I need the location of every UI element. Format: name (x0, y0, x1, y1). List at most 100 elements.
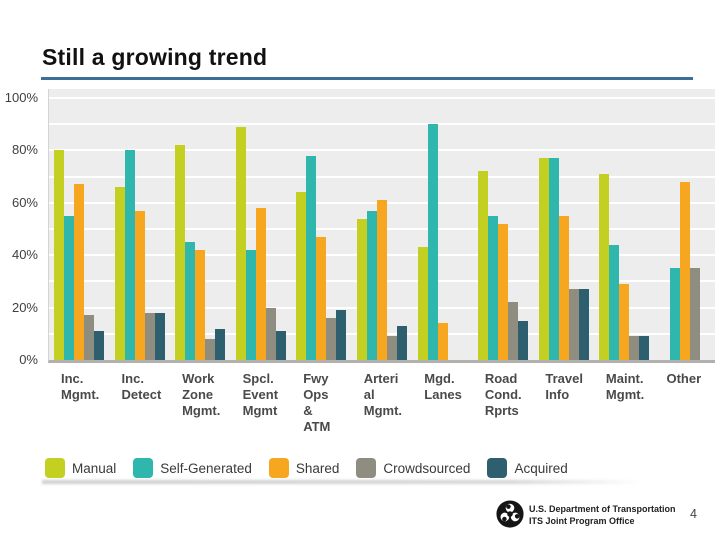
legend-label: Crowdsourced (383, 460, 471, 476)
bar (437, 323, 448, 360)
x-axis-category-label: Inc. Mgmt. (61, 371, 100, 402)
bar (689, 268, 700, 360)
bar (215, 329, 226, 360)
legend-item: Shared (268, 458, 340, 478)
bar (357, 219, 367, 360)
x-axis-category-label: Fwy Ops & ATM (303, 371, 331, 434)
bar (144, 313, 155, 360)
x-axis-category-label: Other (666, 371, 702, 386)
bar (377, 200, 387, 360)
y-axis-tick-label: 60% (11, 194, 38, 210)
x-axis-category-label: Spcl. Event Mgmt (242, 371, 279, 418)
legend-item: Manual (45, 458, 116, 478)
bar (639, 336, 650, 360)
bar (609, 245, 620, 360)
page-number: 4 (690, 507, 697, 521)
bar (558, 216, 569, 360)
bar (599, 174, 610, 360)
bar (134, 211, 145, 360)
legend-swatch (133, 458, 154, 478)
chart-legend: Manual Self-Generated Shared Crowdsourced Ac… (45, 458, 568, 478)
bar (548, 158, 559, 360)
bar-group (231, 89, 292, 360)
y-axis-tick-label: 80% (11, 142, 38, 158)
bar (397, 326, 407, 360)
bar-group (352, 89, 413, 360)
bar-group (291, 89, 352, 360)
bar (568, 289, 579, 360)
bar (417, 247, 428, 360)
bar (679, 182, 690, 360)
legend-label: Manual (72, 460, 117, 476)
bar (316, 237, 327, 360)
bar (124, 150, 135, 360)
bar (84, 315, 95, 360)
bar (306, 156, 317, 360)
footer-org-text: U.S. Department of Transportation ITS Jo… (529, 503, 676, 527)
bar-group (170, 89, 231, 360)
bar (275, 331, 286, 360)
bar (427, 124, 438, 360)
bar (518, 321, 529, 360)
bar (265, 308, 276, 360)
bar (94, 331, 105, 360)
y-axis-tick-label: 100% (4, 90, 38, 105)
bar (54, 150, 65, 360)
y-axis-tick-label: 0% (19, 352, 38, 367)
bar (578, 289, 589, 360)
bar-group (49, 89, 110, 360)
x-axis-category-label: Travel Info (545, 371, 583, 402)
bar (255, 208, 266, 360)
bar-group (594, 89, 655, 360)
bar (175, 145, 186, 360)
bar (498, 224, 509, 360)
gridline (49, 175, 715, 178)
gridline (49, 123, 715, 126)
legend-label: Shared (295, 460, 340, 476)
y-axis-tick-label: 40% (11, 247, 38, 263)
bar (619, 284, 630, 360)
title-underline-rule (41, 77, 693, 80)
bar-group (533, 89, 594, 360)
legend-swatch (487, 458, 508, 478)
x-axis-category-label: Work Zone Mgmt. (182, 371, 221, 418)
bar-group (110, 89, 171, 360)
bar (629, 336, 640, 360)
bar (669, 268, 680, 360)
bar (488, 216, 499, 360)
bar (154, 313, 165, 360)
legend-item: Crowdsourced (356, 458, 470, 478)
legend-swatch (45, 458, 65, 478)
x-axis-category-label: Inc. Detect (121, 371, 162, 402)
legend-label: Self-Generated (160, 460, 252, 476)
bar (195, 250, 206, 360)
footer-org-line2: ITS Joint Program Office (529, 516, 635, 526)
bar (114, 187, 125, 360)
bar (205, 339, 216, 360)
bar (326, 318, 337, 360)
bar (387, 336, 397, 360)
y-axis-tick-label: 20% (11, 299, 38, 315)
bar (185, 242, 196, 360)
bar (508, 302, 519, 360)
bar (367, 211, 377, 360)
gridline (49, 149, 715, 152)
bar (478, 171, 489, 360)
bar (296, 192, 307, 360)
bar-groups-row (49, 89, 715, 360)
legend-swatch (356, 458, 377, 478)
slide-title: Still a growing trend (42, 44, 268, 70)
usdot-logo-icon (496, 500, 524, 533)
bar-group (654, 89, 715, 360)
bar (245, 250, 256, 360)
gridline (49, 97, 715, 99)
x-axis-category-label: Maint. Mgmt. (605, 371, 645, 402)
y-axis: 0% 20% 40% 60% 80% 100% (0, 89, 42, 367)
bar (74, 184, 85, 360)
bar (538, 158, 549, 360)
legend-item: Self-Generated (133, 458, 252, 478)
bar (336, 310, 347, 360)
bar-group (412, 89, 473, 360)
x-axis-labels-row: Inc. Mgmt. Inc. Detect Work Zone Mgmt. Spcl. Eve… (48, 371, 714, 435)
